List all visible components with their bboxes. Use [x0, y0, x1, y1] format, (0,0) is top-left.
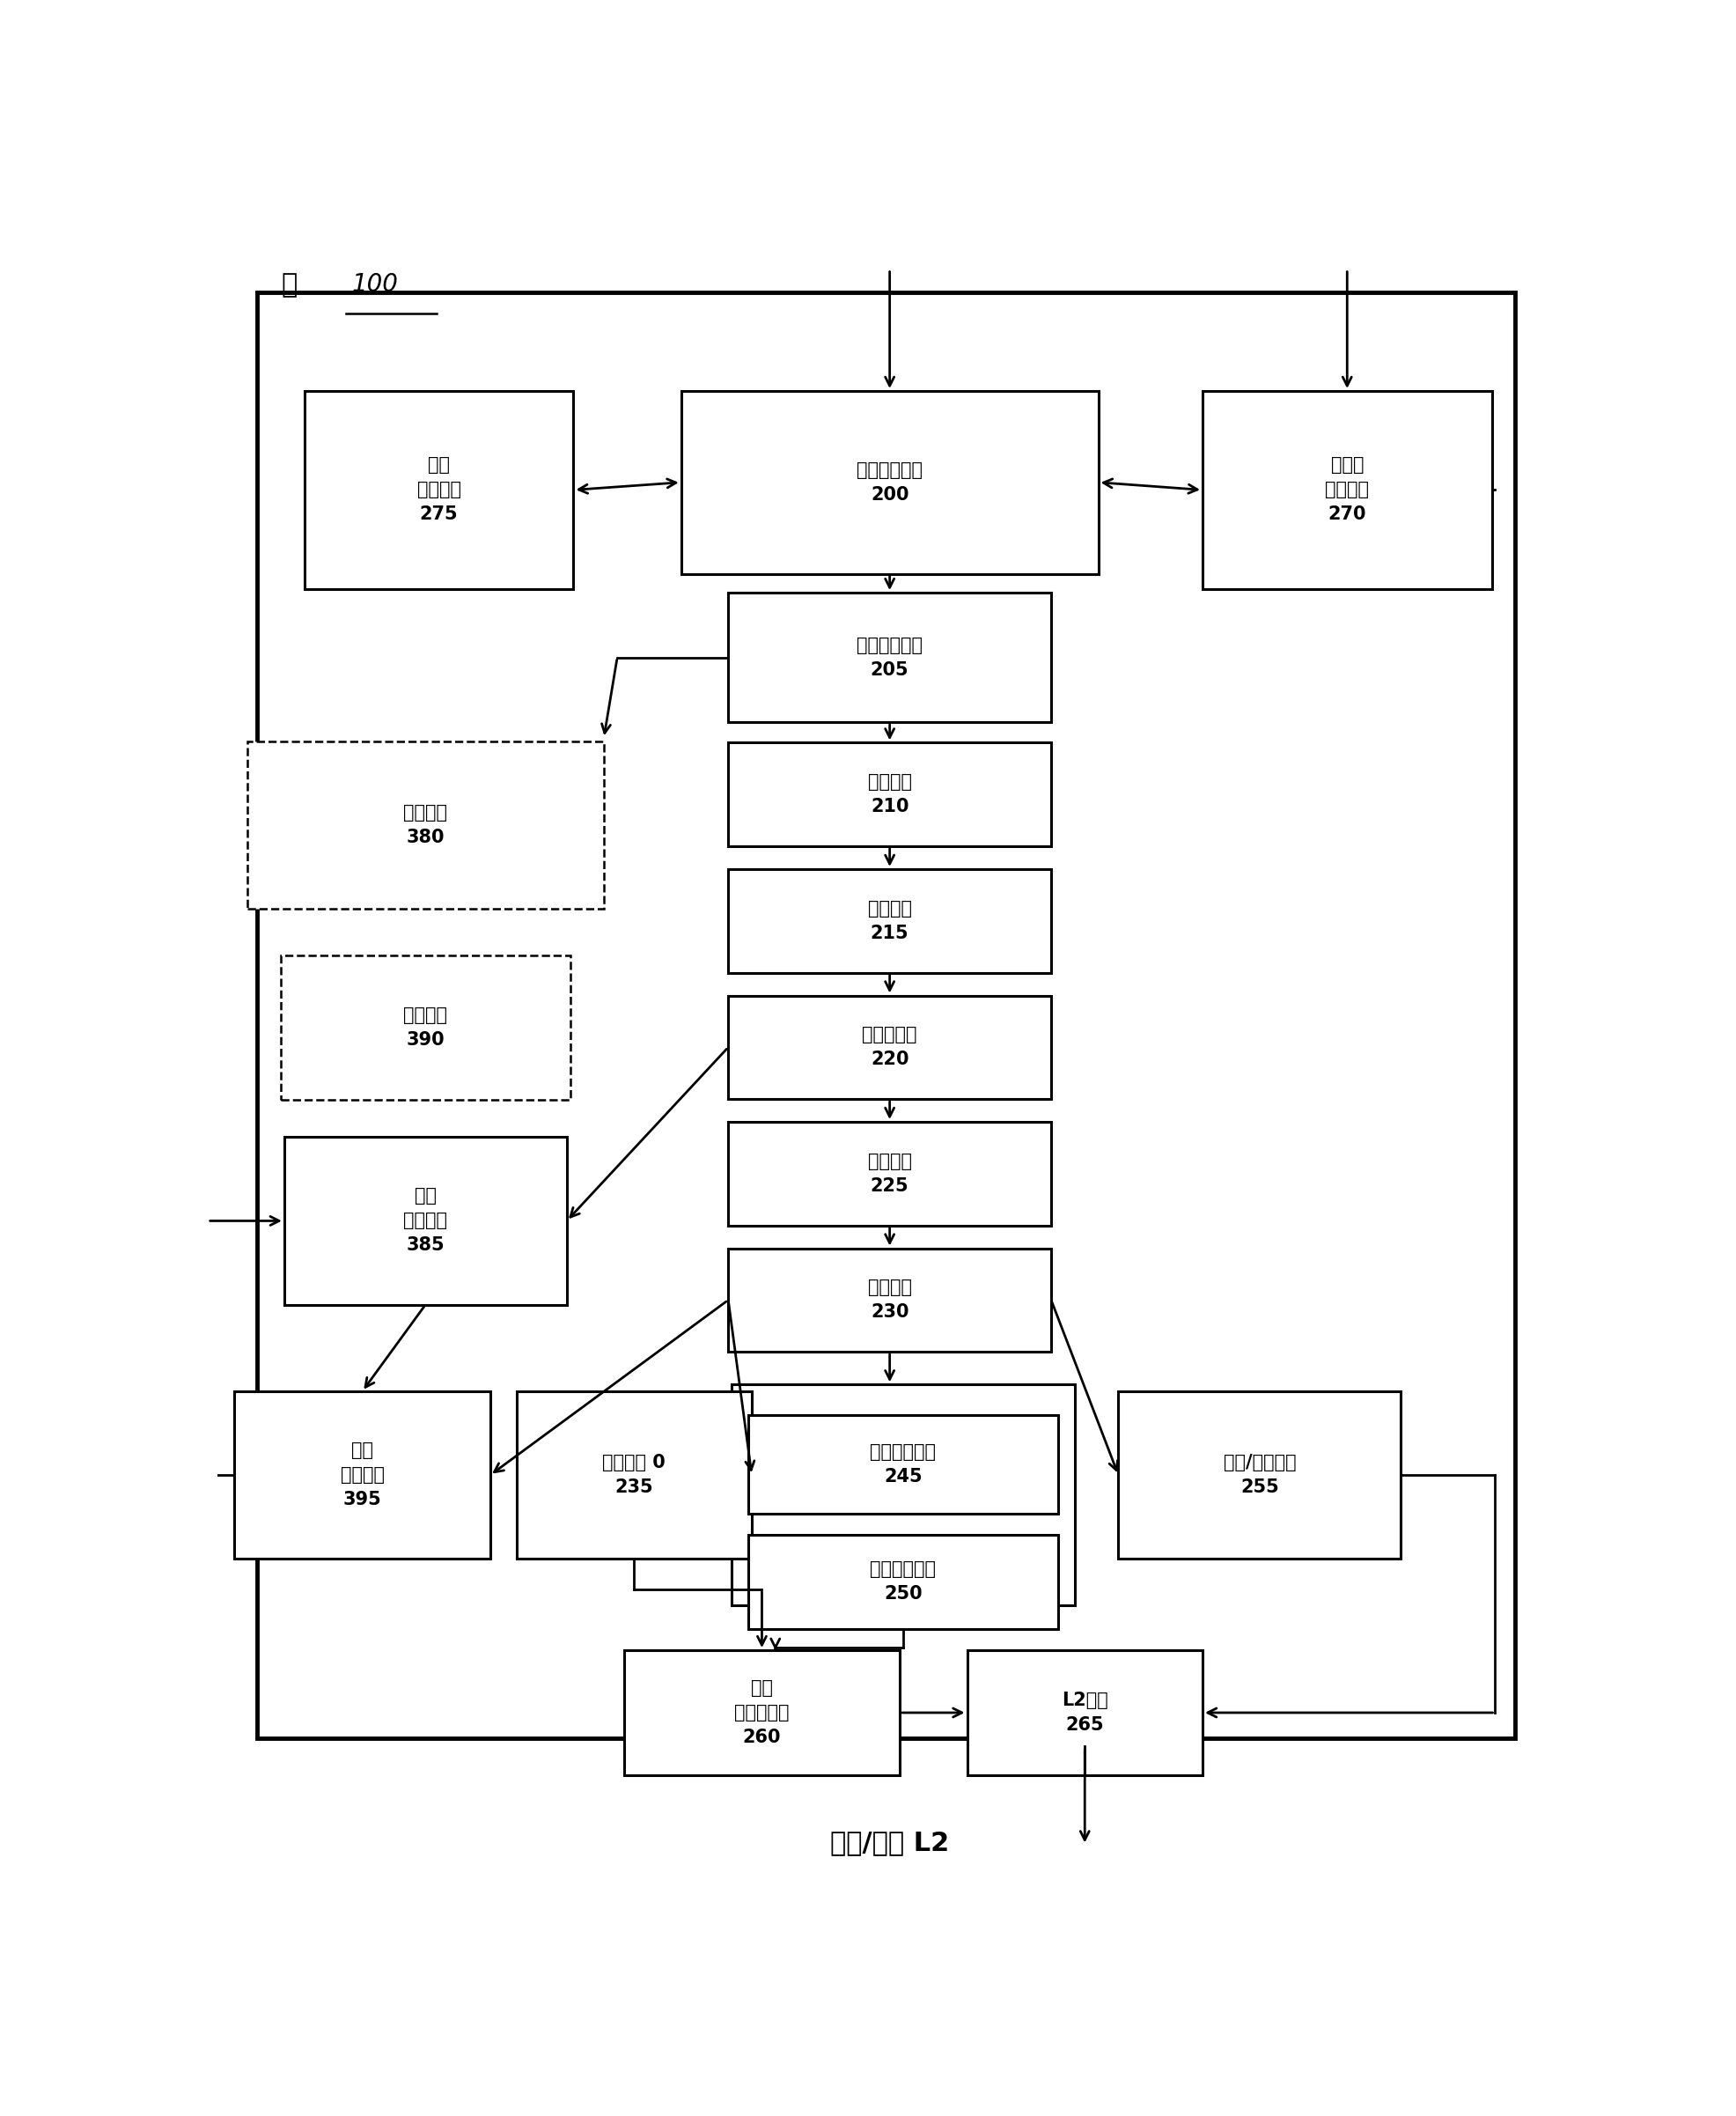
Text: 选择单元
210: 选择单元 210 — [868, 772, 911, 815]
Text: 加载存储单元
245: 加载存储单元 245 — [870, 1443, 936, 1485]
Bar — [1118, 1392, 1401, 1559]
Bar — [729, 1121, 1052, 1225]
Text: L2接口
265: L2接口 265 — [1062, 1691, 1108, 1733]
Bar — [681, 391, 1099, 573]
Text: 浮点/图形单元
255: 浮点/图形单元 255 — [1224, 1454, 1297, 1496]
Bar — [1203, 391, 1491, 588]
Bar — [967, 1650, 1203, 1775]
Bar — [623, 1650, 899, 1775]
Bar — [304, 391, 573, 588]
Bar — [748, 1416, 1057, 1513]
Text: 工作
寄存器文件
260: 工作 寄存器文件 260 — [734, 1680, 790, 1746]
Bar — [729, 1248, 1052, 1352]
Text: 100: 100 — [351, 273, 398, 296]
Text: 核: 核 — [281, 273, 297, 298]
Text: 分支
执行单元
395: 分支 执行单元 395 — [340, 1441, 384, 1509]
Bar — [748, 1534, 1057, 1629]
Text: 存储装置
390: 存储装置 390 — [403, 1007, 448, 1050]
Text: 拾取单元
225: 拾取单元 225 — [868, 1153, 911, 1196]
Bar — [247, 741, 604, 908]
Bar — [234, 1392, 490, 1559]
Bar — [729, 995, 1052, 1098]
Bar — [257, 292, 1516, 1739]
Text: 指令取回单元
200: 指令取回单元 200 — [856, 461, 924, 504]
Text: 发出单元
230: 发出单元 230 — [868, 1278, 911, 1320]
Text: 数据高速缓存
250: 数据高速缓存 250 — [870, 1562, 936, 1604]
Text: 分支单元
380: 分支单元 380 — [403, 804, 448, 846]
Text: 指令高速缓存
205: 指令高速缓存 205 — [856, 637, 924, 679]
Bar — [281, 954, 569, 1100]
Bar — [516, 1392, 752, 1559]
Text: 陷阱
逻辑单元
275: 陷阱 逻辑单元 275 — [417, 457, 462, 523]
Text: 通向/来自 L2: 通向/来自 L2 — [830, 1830, 950, 1856]
Text: 存储器
管理单元
270: 存储器 管理单元 270 — [1325, 457, 1370, 523]
Bar — [729, 592, 1052, 722]
Bar — [285, 1136, 566, 1306]
Bar — [729, 743, 1052, 846]
Bar — [731, 1384, 1075, 1606]
Text: 重命名单元
220: 重命名单元 220 — [863, 1026, 917, 1069]
Bar — [729, 870, 1052, 973]
Text: 执行单元 0
235: 执行单元 0 235 — [602, 1454, 665, 1496]
Text: 解码单元
215: 解码单元 215 — [868, 899, 911, 942]
Text: 分支
预测单元
385: 分支 预测单元 385 — [403, 1187, 448, 1255]
